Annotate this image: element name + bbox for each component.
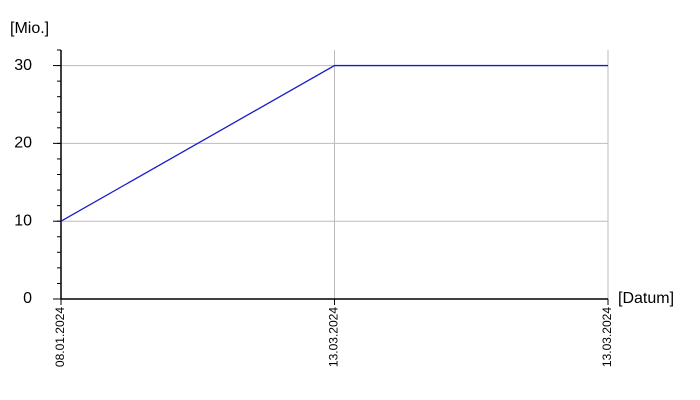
x-tick-label: 08.01.2024 xyxy=(53,307,67,367)
x-axis-label: [Datum] xyxy=(618,290,674,307)
x-tick-label: 13.03.2024 xyxy=(600,307,614,367)
y-tick-label: 10 xyxy=(14,212,32,229)
x-tick-label: 13.03.2024 xyxy=(327,307,341,367)
y-tick-label: 0 xyxy=(23,290,32,307)
y-tick-label: 20 xyxy=(14,135,32,152)
y-tick-label: 30 xyxy=(14,57,32,74)
data-line xyxy=(60,64,608,222)
y-axis-label: [Mio.] xyxy=(10,20,49,37)
